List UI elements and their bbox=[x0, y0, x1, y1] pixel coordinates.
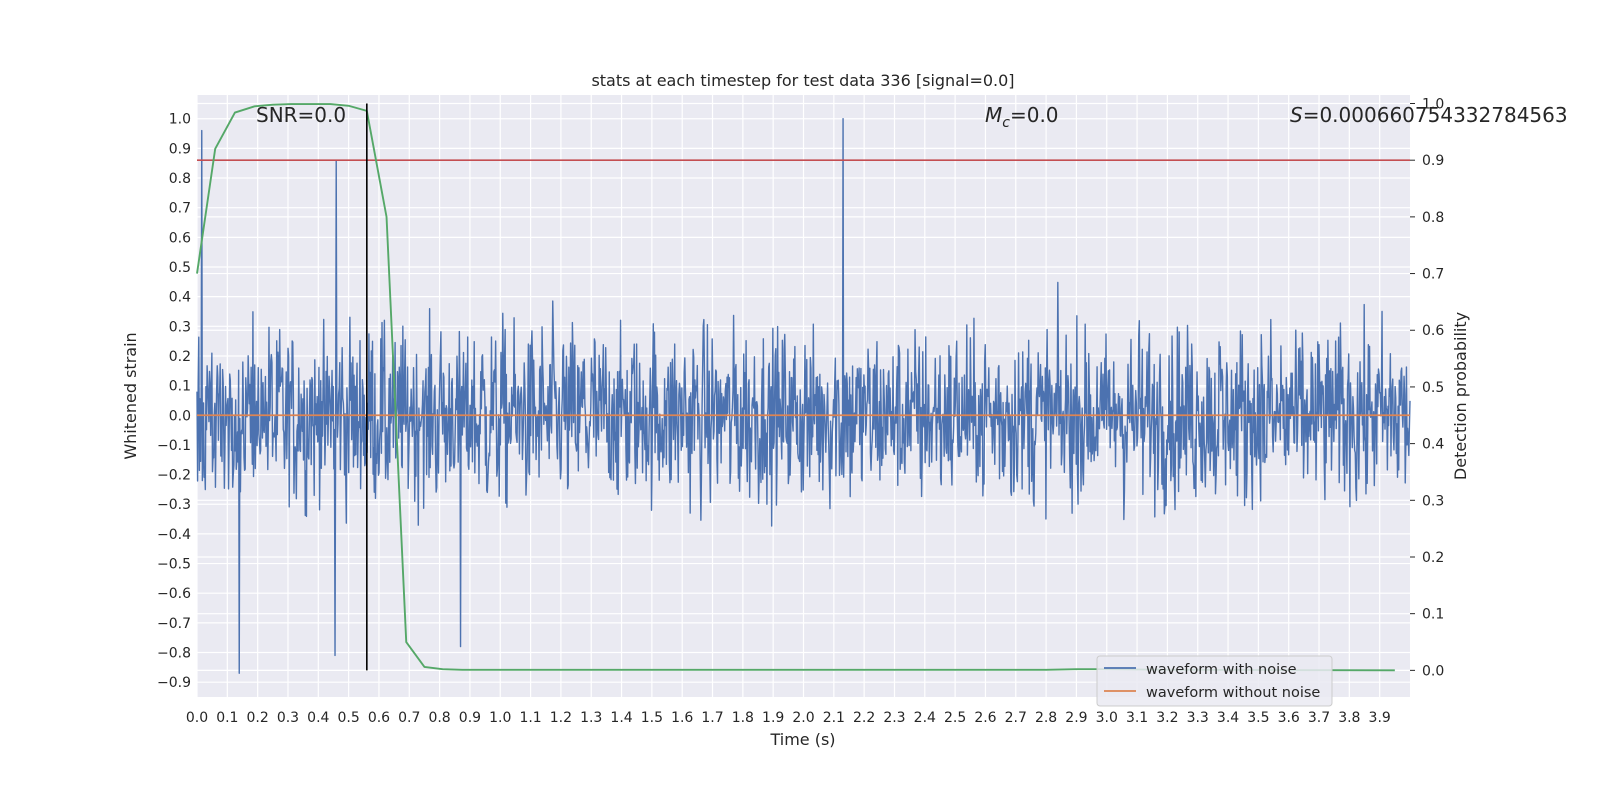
x-tick-label: 3.5 bbox=[1247, 710, 1269, 726]
chirp-mass-annotation: Mc=0.0 bbox=[985, 103, 1059, 131]
x-tick-label: 0.0 bbox=[186, 710, 208, 726]
x-tick-label: 1.4 bbox=[610, 710, 632, 726]
y2-tick-label: 0.3 bbox=[1422, 493, 1444, 509]
y-tick-label: 0.1 bbox=[169, 379, 191, 395]
y2-tick-label: 0.1 bbox=[1422, 607, 1444, 623]
y-tick-label: −0.7 bbox=[157, 616, 191, 632]
x-tick-label: 1.7 bbox=[701, 710, 723, 726]
x-tick-label: 0.8 bbox=[428, 710, 450, 726]
y-tick-label: −0.9 bbox=[157, 675, 191, 691]
y-tick-label: 0.7 bbox=[169, 201, 191, 217]
series-detection-probability bbox=[196, 103, 1395, 672]
y-tick-label: 0.8 bbox=[169, 171, 191, 187]
x-tick-label: 3.6 bbox=[1278, 710, 1300, 726]
x-tick-label: 1.9 bbox=[762, 710, 784, 726]
x-tick-label: 2.1 bbox=[823, 710, 845, 726]
y-tick-label: 0.0 bbox=[169, 408, 191, 424]
series-layer bbox=[196, 103, 1411, 674]
x-tick-label: 1.3 bbox=[580, 710, 602, 726]
y-tick-label: 0.3 bbox=[169, 319, 191, 335]
chirp-mass-value: =0.0 bbox=[1010, 103, 1059, 127]
x-tick-label: 3.4 bbox=[1217, 710, 1239, 726]
y-tick-label: −0.3 bbox=[157, 497, 191, 513]
y2-tick-label: 0.5 bbox=[1422, 380, 1444, 396]
x-tick-label: 1.8 bbox=[732, 710, 754, 726]
y-tick-label: 0.2 bbox=[169, 349, 191, 365]
x-tick-label: 1.0 bbox=[489, 710, 511, 726]
x-tick-label: 2.8 bbox=[1035, 710, 1057, 726]
y-tick-label: 0.5 bbox=[169, 260, 191, 276]
y2-tick-label: 0.8 bbox=[1422, 210, 1444, 226]
y-tick-label: −0.4 bbox=[157, 527, 191, 543]
x-tick-label: 0.1 bbox=[216, 710, 238, 726]
y2-tick-label: 1.0 bbox=[1422, 97, 1444, 113]
x-tick-label: 2.9 bbox=[1065, 710, 1087, 726]
x-tick-label: 2.6 bbox=[974, 710, 996, 726]
y2-axis-ticks: 1.0 0.9 0.8 0.7 0.6 0.5 0.4 0.3 0.2 0.1 0.0 bbox=[1410, 97, 1444, 679]
y-tick-label: −0.5 bbox=[157, 557, 191, 573]
y-tick-label: 0.9 bbox=[169, 141, 191, 157]
snr-annotation: SNR=0.0 bbox=[256, 103, 346, 127]
x-tick-label: 2.2 bbox=[853, 710, 875, 726]
y-tick-label: 0.4 bbox=[169, 290, 191, 306]
y-axis-label: Whitened strain bbox=[121, 332, 140, 459]
x-tick-label: 3.8 bbox=[1338, 710, 1360, 726]
x-tick-label: 2.3 bbox=[883, 710, 905, 726]
x-tick-label: 3.7 bbox=[1308, 710, 1330, 726]
legend-label-noise: waveform with noise bbox=[1146, 662, 1297, 678]
x-tick-label: 0.9 bbox=[459, 710, 481, 726]
y-tick-label: −0.2 bbox=[157, 468, 191, 484]
x-tick-label: 1.1 bbox=[519, 710, 541, 726]
x-tick-label: 2.4 bbox=[914, 710, 936, 726]
x-tick-label: 0.3 bbox=[277, 710, 299, 726]
x-tick-label: 3.0 bbox=[1096, 710, 1118, 726]
x-axis-label: Time (s) bbox=[769, 730, 835, 749]
y2-tick-label: 0.4 bbox=[1422, 437, 1444, 453]
x-tick-label: 1.6 bbox=[671, 710, 693, 726]
x-tick-label: 0.2 bbox=[247, 710, 269, 726]
x-tick-label: 0.4 bbox=[307, 710, 329, 726]
x-tick-label: 3.3 bbox=[1187, 710, 1209, 726]
x-tick-label: 2.7 bbox=[1005, 710, 1027, 726]
x-tick-label: 0.7 bbox=[398, 710, 420, 726]
s-value: =0.000660754332784563 bbox=[1303, 103, 1568, 127]
x-tick-label: 0.6 bbox=[368, 710, 390, 726]
y-axis-ticks: 1.0 0.9 0.8 0.7 0.6 0.5 0.4 0.3 0.2 0.1 0.0 −0.1 −0.… bbox=[157, 112, 191, 691]
series-waveform-with-noise bbox=[196, 118, 1411, 674]
y-tick-label: −0.6 bbox=[157, 586, 191, 602]
x-tick-label: 3.2 bbox=[1156, 710, 1178, 726]
s-symbol: S bbox=[1290, 103, 1303, 127]
x-tick-label: 0.5 bbox=[337, 710, 359, 726]
legend-label-clean: waveform without noise bbox=[1146, 685, 1320, 701]
y-tick-label: 0.6 bbox=[169, 230, 191, 246]
chirp-mass-subscript: c bbox=[1002, 115, 1010, 131]
y2-tick-label: 0.7 bbox=[1422, 267, 1444, 283]
x-tick-label: 3.1 bbox=[1126, 710, 1148, 726]
grid bbox=[196, 95, 1410, 697]
x-axis-ticks: 0.0 0.1 0.2 0.3 0.4 0.5 0.6 0.7 0.8 0.9 1.0 1.1 1.2 1… bbox=[186, 710, 1391, 726]
y-tick-label: −0.8 bbox=[157, 646, 191, 662]
chart-title: stats at each timestep for test data 336… bbox=[591, 71, 1014, 90]
x-tick-label: 1.2 bbox=[550, 710, 572, 726]
x-tick-label: 2.0 bbox=[792, 710, 814, 726]
x-tick-label: 1.5 bbox=[641, 710, 663, 726]
x-tick-label: 2.5 bbox=[944, 710, 966, 726]
y2-tick-label: 0.0 bbox=[1422, 663, 1444, 679]
y-tick-label: −0.1 bbox=[157, 438, 191, 454]
s-annotation: S=0.000660754332784563 bbox=[1290, 103, 1568, 127]
chirp-mass-symbol: M bbox=[985, 103, 1002, 127]
x-tick-label: 3.9 bbox=[1369, 710, 1391, 726]
y2-axis-label: Detection probability bbox=[1451, 312, 1470, 480]
y2-tick-label: 0.2 bbox=[1422, 550, 1444, 566]
y2-tick-label: 0.9 bbox=[1422, 153, 1444, 169]
y-tick-label: 1.0 bbox=[169, 112, 191, 128]
legend: waveform with noise waveform without noi… bbox=[1096, 655, 1333, 707]
legend-box bbox=[1096, 655, 1333, 707]
y2-tick-label: 0.6 bbox=[1422, 323, 1444, 339]
